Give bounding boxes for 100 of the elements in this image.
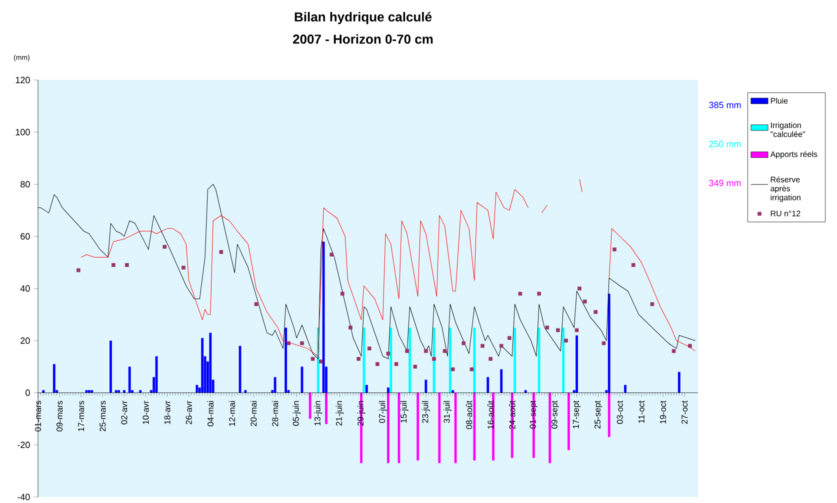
y-tick-label: 20: [20, 337, 30, 344]
y-tick-label: -40: [18, 494, 30, 500]
point: [556, 328, 560, 332]
bar: [568, 392, 570, 450]
point: [518, 292, 522, 296]
bar: [90, 390, 94, 393]
point: [310, 356, 315, 361]
x-tick-label: 03-oct: [616, 400, 623, 424]
x-tick-label: 29-juin: [357, 401, 366, 426]
y-tick-label: 0: [26, 390, 30, 396]
point: [405, 349, 409, 353]
point: [545, 326, 550, 330]
bar: [452, 390, 454, 393]
y-tick-label: 40: [20, 285, 30, 292]
bar: [123, 390, 126, 393]
point: [688, 344, 692, 348]
bar: [196, 384, 198, 393]
text: 385 mm: [709, 102, 741, 108]
point: [424, 349, 428, 353]
point: [413, 364, 418, 369]
x-tick-label: 07-juil: [378, 401, 387, 423]
point: [450, 367, 455, 372]
bar: [524, 390, 527, 393]
x-tick-label: 12-mai: [228, 401, 236, 426]
point: [432, 356, 436, 361]
x-tick-label: 25-sept: [594, 400, 602, 428]
point: [348, 326, 352, 330]
point: [470, 367, 474, 372]
bar: [473, 392, 476, 461]
bar: [514, 328, 516, 393]
bar: [500, 369, 503, 393]
bar: [88, 390, 90, 393]
bar: [486, 377, 490, 393]
bar: [118, 390, 120, 393]
point: [488, 356, 492, 361]
bar: [492, 392, 494, 461]
bar: [548, 392, 552, 464]
legend-label: Irrigation "calculée": [770, 122, 805, 138]
x-tick-label: 25-mars: [100, 400, 106, 432]
point: [219, 250, 224, 254]
point: [356, 356, 360, 361]
point: [672, 349, 676, 353]
point: [112, 263, 116, 267]
point: [564, 338, 568, 343]
x-tick-label: 13-juin: [314, 401, 322, 426]
point: [376, 362, 380, 366]
bar: [274, 377, 276, 393]
x-tick-label: 15-juil: [400, 401, 408, 423]
x-tick-label: 17-mars: [78, 400, 84, 432]
bar: [448, 328, 452, 393]
point: [480, 344, 484, 348]
bar: [308, 392, 312, 419]
point: [612, 248, 616, 252]
bar: [110, 340, 112, 393]
x-tick-label: 27-oct: [682, 400, 688, 424]
point: [182, 266, 186, 270]
bar: [325, 392, 328, 424]
chart-title: Bilan hydrique calculé: [294, 12, 432, 24]
point: [340, 292, 344, 296]
legend-label: Réserve après irrigation: [770, 176, 800, 202]
bar: [416, 392, 420, 461]
bar: [209, 332, 212, 393]
point: [594, 310, 598, 314]
bar: [438, 392, 441, 464]
bar: [128, 366, 131, 393]
x-tick-label: 02-avr: [121, 400, 128, 424]
point: [162, 244, 167, 249]
x-tick-label: 28-mai: [272, 401, 278, 426]
bar: [608, 392, 610, 438]
point: [442, 349, 447, 353]
legend-label: Apports réels: [770, 151, 818, 159]
bar: [284, 328, 288, 393]
x-tick-label: 01-mars: [35, 400, 42, 432]
point: [125, 263, 129, 267]
x-tick-label: 20-mai: [250, 401, 257, 426]
point: [318, 360, 323, 364]
chart-subtitle: 2007 - Horizon 0-70 cm: [293, 34, 433, 44]
x-tick-label: 10-avr: [142, 400, 149, 424]
bar: [538, 328, 540, 393]
x-tick-label: 31-juil: [444, 401, 452, 423]
x-tick-label: 23-juil: [422, 401, 430, 423]
x-tick-label: 18-avr: [164, 400, 170, 424]
x-tick-label: 16-août: [487, 400, 494, 429]
y-tick-label: 80: [20, 181, 30, 188]
bar: [454, 392, 457, 464]
bar: [114, 390, 118, 393]
x-tick-label: 21-juin: [336, 401, 344, 426]
point: [394, 362, 398, 366]
bar: [42, 390, 45, 393]
y-tick-label: 60: [20, 233, 30, 240]
point: [499, 344, 504, 348]
legend-label: RU n°12: [770, 210, 800, 216]
x-tick-label: 11-oct: [638, 400, 644, 423]
x-tick-label: 01-sept: [530, 400, 538, 429]
bar: [387, 388, 390, 393]
bar: [139, 390, 142, 393]
point: [602, 341, 606, 346]
point: [578, 286, 582, 290]
x-tick-label: 09-mars: [56, 400, 63, 432]
point: [537, 292, 541, 296]
